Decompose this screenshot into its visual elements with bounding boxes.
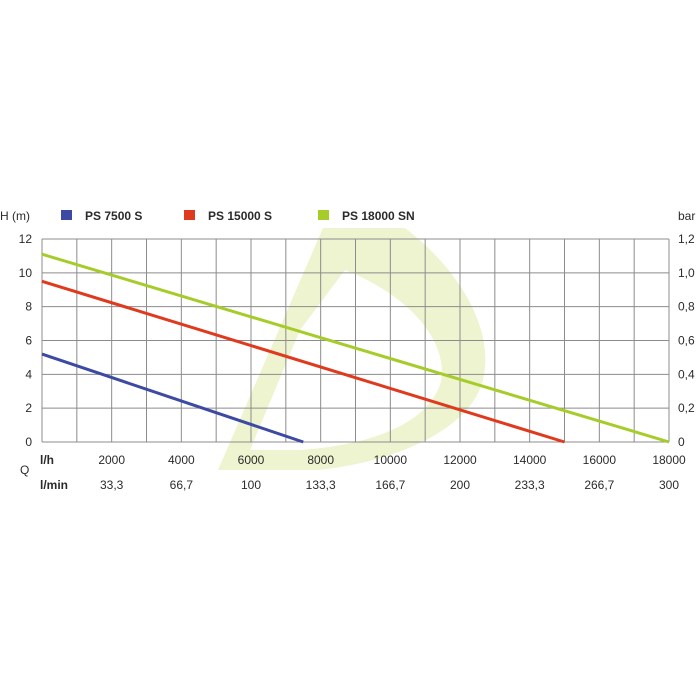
legend-swatch-ps-15000-s <box>184 210 195 220</box>
x-tick-label-lh: 12000 <box>443 453 477 467</box>
x-tick-label-lmin: 66,7 <box>170 478 194 492</box>
right-tick-label: 0,8 <box>678 300 695 314</box>
x-tick-labels-lmin: 33,3 66,7 100 133,3 166,7 200 233,3 266,7 300 <box>100 478 679 492</box>
left-tick-labels: 0 2 4 6 8 10 12 <box>19 232 33 449</box>
x-tick-label-lh: 4000 <box>168 453 195 467</box>
legend-label-ps-7500-s: PS 7500 S <box>85 209 142 223</box>
right-axis-label: bar <box>678 209 695 223</box>
x-tick-label-lmin: 200 <box>450 478 470 492</box>
series-line-ps-7500-s <box>41 352 304 444</box>
series-layer <box>41 252 670 444</box>
x-axis-lh-label: l/h <box>40 453 54 467</box>
left-tick-label: 12 <box>19 232 33 246</box>
x-axis-group-label: Q <box>20 463 29 477</box>
legend-label-ps-15000-s: PS 15000 S <box>208 209 272 223</box>
right-tick-label: 0 <box>678 435 685 449</box>
left-axis-label: H (m) <box>0 209 30 223</box>
legend-swatch-ps-7500-s <box>61 210 72 220</box>
series-line-ps-18000-sn <box>41 252 670 444</box>
left-tick-label: 0 <box>25 435 32 449</box>
x-tick-label-lmin: 133,3 <box>306 478 336 492</box>
x-tick-label-lmin: 233,3 <box>515 478 545 492</box>
left-tick-label: 8 <box>25 300 32 314</box>
x-tick-label-lh: 18000 <box>652 453 686 467</box>
right-tick-label: 0,4 <box>678 367 695 381</box>
left-tick-label: 4 <box>25 367 32 381</box>
series-line-ps-15000-s <box>41 279 565 444</box>
legend: PS 7500 S PS 15000 S PS 18000 SN <box>61 209 415 223</box>
x-tick-label-lh: 6000 <box>238 453 265 467</box>
x-tick-labels-lh: 2000 4000 6000 8000 10000 12000 14000 16000 1800… <box>98 453 686 467</box>
right-tick-labels: 0 0,2 0,4 0,6 0,8 1,0 1,2 <box>678 232 695 449</box>
right-tick-label: 1,2 <box>678 232 695 246</box>
right-tick-label: 0,2 <box>678 401 695 415</box>
x-tick-label-lmin: 266,7 <box>584 478 614 492</box>
x-tick-label-lmin: 33,3 <box>100 478 124 492</box>
x-tick-label-lmin: 100 <box>241 478 261 492</box>
x-tick-label-lmin: 166,7 <box>375 478 405 492</box>
x-axis-lmin-label: l/min <box>40 478 68 492</box>
watermark-logo <box>218 228 486 470</box>
watermark-cutout <box>250 270 442 450</box>
left-tick-label: 2 <box>25 401 32 415</box>
left-tick-label: 6 <box>25 334 32 348</box>
x-tick-label-lmin: 300 <box>659 478 679 492</box>
x-tick-label-lh: 10000 <box>374 453 408 467</box>
x-tick-label-lh: 8000 <box>307 453 334 467</box>
right-tick-label: 0,6 <box>678 334 695 348</box>
right-tick-label: 1,0 <box>678 266 695 280</box>
x-tick-label-lh: 2000 <box>98 453 125 467</box>
x-tick-label-lh: 14000 <box>513 453 547 467</box>
legend-swatch-ps-18000-sn <box>318 210 329 220</box>
x-tick-label-lh: 16000 <box>583 453 617 467</box>
grid <box>41 238 670 443</box>
left-tick-label: 10 <box>19 266 33 280</box>
legend-label-ps-18000-sn: PS 18000 SN <box>342 209 415 223</box>
